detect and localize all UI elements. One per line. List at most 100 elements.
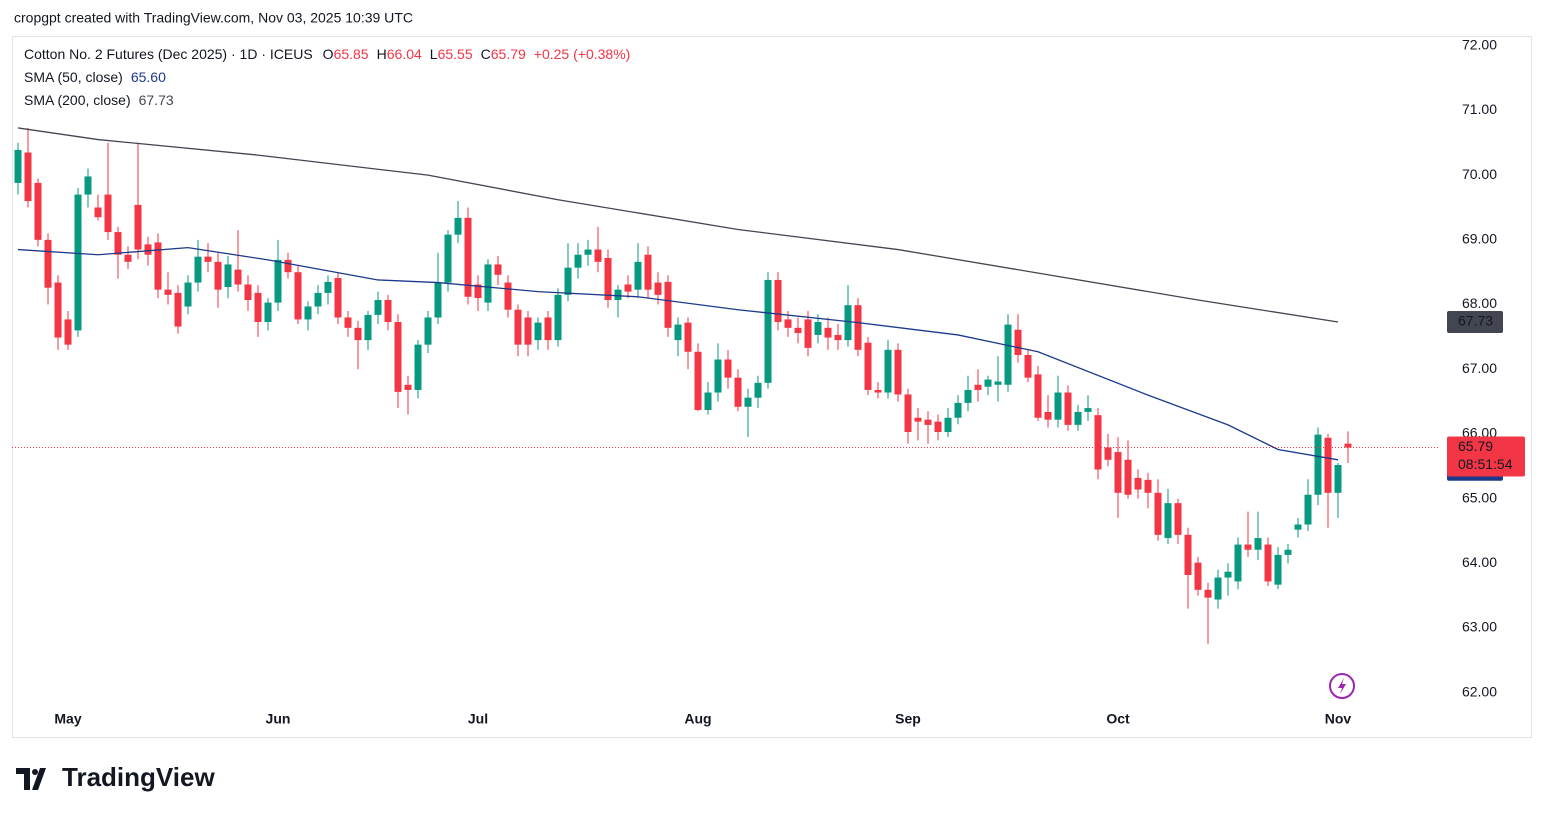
legend-ohlc-key: H xyxy=(377,46,387,62)
candle-body xyxy=(1244,544,1252,550)
candle-body xyxy=(74,194,82,331)
candle-body xyxy=(694,351,702,410)
candle-body xyxy=(614,289,622,301)
candle-body xyxy=(434,282,442,318)
candle-body xyxy=(914,417,922,422)
candle-body xyxy=(834,334,842,341)
candle-body xyxy=(804,319,812,348)
candle-body xyxy=(794,327,802,334)
candle-body xyxy=(264,302,272,323)
candle-body xyxy=(124,254,132,262)
candle-body xyxy=(104,194,112,233)
candle-body xyxy=(1024,355,1032,378)
candle-body xyxy=(1034,374,1042,418)
candle-body xyxy=(244,284,252,301)
candle-body xyxy=(404,384,412,390)
candle-body xyxy=(84,176,92,195)
y-tick-label: 72.00 xyxy=(1462,36,1497,52)
candle-body xyxy=(1164,503,1172,539)
candle-body xyxy=(744,397,752,407)
candle-body xyxy=(184,282,192,307)
candle-body xyxy=(394,322,402,392)
candle-body xyxy=(1264,544,1272,582)
candle-body xyxy=(994,381,1002,385)
candle-body xyxy=(284,259,292,273)
candle-body xyxy=(784,319,792,328)
x-tick-label: Oct xyxy=(1106,711,1130,727)
candle-body xyxy=(1094,415,1102,470)
candle-body xyxy=(534,322,542,341)
y-tick-label: 69.00 xyxy=(1462,231,1497,247)
candle-body xyxy=(754,382,762,398)
brand-logo[interactable]: TradingView xyxy=(16,762,215,792)
indicator-value: 65.60 xyxy=(131,69,166,85)
candle-body xyxy=(1194,562,1202,590)
candle-body xyxy=(724,359,732,378)
candle-body xyxy=(1274,554,1282,585)
attribution: cropgpt created with TradingView.com, No… xyxy=(14,10,413,26)
candle-body xyxy=(134,204,142,250)
last-price-tag xyxy=(1447,436,1525,477)
candle-body xyxy=(204,256,212,262)
alert-icon[interactable] xyxy=(1329,673,1355,699)
candle-body xyxy=(564,267,572,295)
last-price-label: 65.79 xyxy=(1458,438,1493,454)
candle-body xyxy=(24,152,32,202)
candle-body xyxy=(1044,411,1052,420)
candle-body xyxy=(684,322,692,352)
candle-body xyxy=(1214,577,1222,600)
candle-body xyxy=(574,254,582,268)
candle-body xyxy=(44,239,52,288)
x-tick-label: Jun xyxy=(266,711,291,727)
candle-body xyxy=(1234,544,1242,582)
candle-body xyxy=(984,379,992,387)
x-tick-label: Nov xyxy=(1325,711,1352,727)
legend-indicator: SMA (50, close) 65.60 xyxy=(24,69,166,85)
candle-body xyxy=(174,292,182,327)
candle-body xyxy=(1314,434,1322,495)
candle-body xyxy=(554,294,562,341)
candle-body xyxy=(1054,392,1062,420)
candle-body xyxy=(644,254,652,290)
candle-body xyxy=(154,242,162,290)
y-tick-label: 65.00 xyxy=(1462,489,1497,505)
candle-body xyxy=(634,261,642,290)
chart-frame xyxy=(12,36,1532,738)
candle-body xyxy=(814,322,822,335)
candle-body xyxy=(144,244,152,255)
candle-body xyxy=(14,149,22,183)
candle-body xyxy=(64,319,72,345)
candle-body xyxy=(524,317,532,345)
candle-body xyxy=(964,389,972,403)
legend-ohlc-value: 65.85 xyxy=(334,46,369,62)
candle-body xyxy=(1134,477,1142,490)
candle-body xyxy=(1254,538,1262,550)
countdown-label: 08:51:54 xyxy=(1458,456,1513,472)
candle-body xyxy=(974,384,982,390)
y-tick-label: 62.00 xyxy=(1462,683,1497,699)
candle-body xyxy=(304,306,312,320)
candle-body xyxy=(774,279,782,323)
candle-body xyxy=(864,342,872,390)
candle-body xyxy=(384,300,392,323)
brand-name: TradingView xyxy=(62,762,215,792)
candle-body xyxy=(954,402,962,418)
candle-body xyxy=(884,349,892,393)
candle-body xyxy=(194,256,202,283)
legend-ohlc-key: C xyxy=(481,46,491,62)
y-tick-label: 68.00 xyxy=(1462,295,1497,311)
candle-body xyxy=(844,305,852,341)
candle-body xyxy=(1104,447,1112,460)
candle-body xyxy=(1344,443,1352,448)
candle-body xyxy=(544,317,552,341)
candle-body xyxy=(1324,437,1332,493)
candle-body xyxy=(944,417,952,432)
price-tag-label: 67.73 xyxy=(1458,313,1493,329)
y-tick-label: 64.00 xyxy=(1462,554,1497,570)
candle-body xyxy=(374,300,382,315)
sma-line xyxy=(17,127,1339,323)
plot xyxy=(14,127,1352,645)
candle-body xyxy=(1074,411,1082,425)
